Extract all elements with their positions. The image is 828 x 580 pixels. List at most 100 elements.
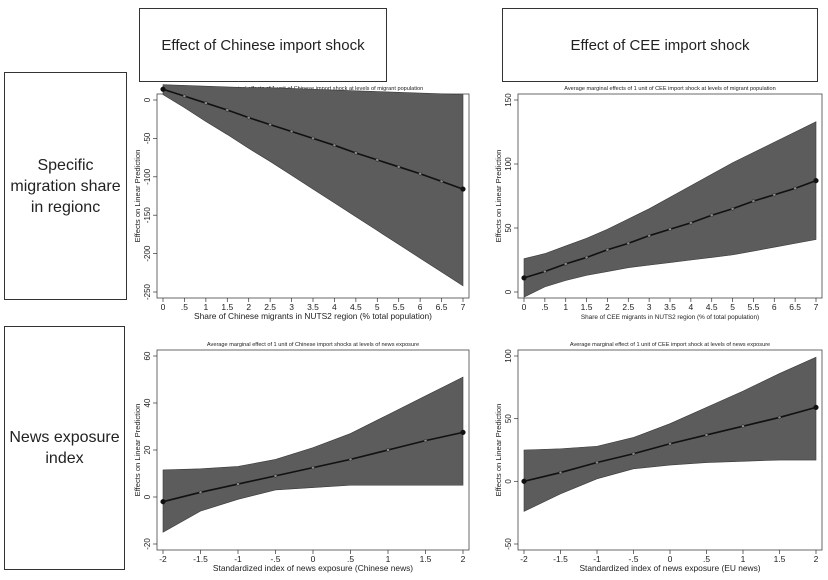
confidence-band [162,376,464,533]
x-tick-label: 2.5 [264,302,276,312]
data-point [182,94,187,98]
x-tick-label: .5 [347,554,354,564]
data-point [521,478,527,484]
x-tick-label: 6.5 [789,302,801,312]
data-point [813,178,819,184]
confidence-band [162,84,464,287]
x-axis-label: Share of Chinese migrants in NUTS2 regio… [194,311,432,321]
y-tick-label: 50 [504,414,513,423]
chart-cee-news: Average marginal effect of 1 unit of CEE… [494,342,823,573]
data-point [793,186,797,191]
x-tick-label: .5 [181,302,188,312]
y-axis-label: Effects on Linear Prediction [133,404,142,497]
x-tick-label: 6.5 [436,302,448,312]
confidence-band [523,356,817,512]
x-tick-label: 5.5 [393,302,405,312]
data-point [460,429,466,435]
x-tick-label: 6 [772,302,777,312]
data-point [595,460,599,465]
data-point [668,442,672,446]
row-header-label: Specific migration share in regionc [10,156,121,216]
x-tick-label: .5 [541,302,548,312]
y-tick-label: 0 [504,289,513,294]
x-tick-label: 2 [605,302,610,312]
x-tick-label: -1.5 [553,554,568,564]
x-tick-label: 3 [647,302,652,312]
x-tick-label: 4 [688,302,693,312]
x-tick-label: 2 [461,554,466,564]
y-tick-label: 0 [143,494,152,499]
data-point [273,474,278,478]
x-tick-label: 7 [814,302,819,312]
x-axis-label: Share of CEE migrants in NUTS2 region (%… [581,314,759,321]
data-point [543,269,547,274]
x-tick-label: 4 [332,302,337,312]
chart-title: Average marginal effect of 1 unit of CEE… [570,342,770,348]
data-point [311,465,315,470]
x-tick-label: 7 [461,302,466,312]
x-tick-label: 1.5 [420,554,432,564]
row-header-migration: Specific migration share in regionc [4,72,127,300]
chart-chinese-migration: Average marginal effects of 1 unit of Ch… [133,84,470,321]
y-tick-label: 50 [504,223,513,232]
chart-chinese-news: Average marginal effect of 1 unit of Chi… [133,342,470,573]
x-tick-label: 4.5 [350,302,362,312]
y-tick-label: -20 [143,538,152,550]
x-tick-label: 2 [246,302,251,312]
x-tick-label: 5 [730,302,735,312]
y-tick-label: 20 [143,445,152,454]
data-point [730,207,735,211]
data-point [386,448,390,452]
x-tick-label: 4.5 [706,302,718,312]
x-tick-label: 5 [375,302,380,312]
data-point [418,172,422,176]
x-tick-label: -2 [159,554,167,564]
x-tick-label: 0 [522,302,527,312]
x-tick-label: .5 [703,554,710,564]
y-tick-label: -250 [143,283,152,300]
data-point [626,241,630,246]
data-point [439,179,444,184]
data-point [397,165,401,169]
y-tick-label: 100 [504,157,513,171]
x-tick-label: -.5 [629,554,639,564]
data-point [311,136,315,141]
data-point [564,262,568,266]
x-tick-label: 0 [311,554,316,564]
x-tick-label: 1.5 [581,302,593,312]
y-tick-label: 0 [143,97,152,102]
data-point [268,122,272,127]
y-tick-label: -50 [504,538,513,550]
x-tick-label: 3.5 [307,302,319,312]
y-tick-label: 150 [504,93,513,107]
data-point [777,415,782,420]
x-axis-label: Standardized index of news exposure (Chi… [213,563,413,573]
chart-title: Average marginal effect of 1 unit of Chi… [207,342,419,348]
y-axis-label: Effects on Linear Prediction [494,404,503,497]
data-point [647,233,651,238]
data-point [348,457,353,462]
x-tick-label: 1 [741,554,746,564]
x-tick-label: 3.5 [664,302,676,312]
data-point [772,193,776,197]
x-tick-label: 1.5 [774,554,786,564]
data-point [332,143,337,148]
chart-title: Average marginal effects of 1 unit of CE… [564,86,776,92]
x-tick-label: 0 [668,554,673,564]
data-point [521,275,527,281]
x-tick-label: -1 [593,554,601,564]
data-point [160,86,166,92]
x-tick-label: 1.5 [221,302,233,312]
x-tick-label: 3 [289,302,294,312]
x-tick-label: 2.5 [622,302,634,312]
data-point [813,404,819,410]
data-point [631,452,636,456]
data-point [689,221,693,225]
data-point [247,115,251,120]
x-tick-label: -.5 [271,554,281,564]
data-point [558,470,563,475]
column-header-chinese: Effect of Chinese import shock [139,8,387,82]
x-axis-label: Standardized index of news exposure (EU … [579,563,760,573]
y-tick-label: -100 [143,168,152,185]
y-tick-label: -50 [143,132,152,144]
